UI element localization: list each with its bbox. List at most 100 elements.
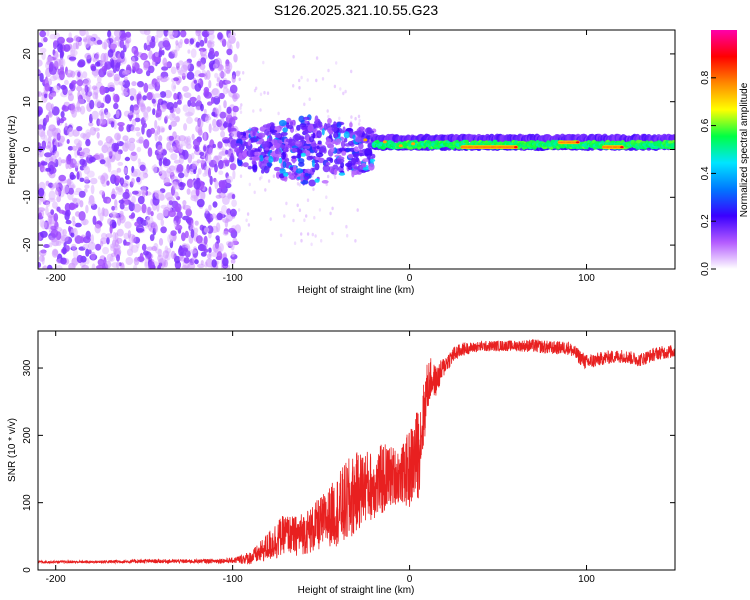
spectrogram-cell [84,52,92,60]
spectrogram-cell [189,96,197,103]
spectrogram-cell [154,119,158,129]
spectrogram-cell [38,262,42,268]
spectrogram-cell [232,169,236,180]
spectrogram-cell [194,144,200,152]
spectrogram-cell [163,30,169,37]
spectrogram-cell [242,71,245,75]
spectrogram-cell [173,77,180,82]
spectrogram-cell [274,133,282,139]
spectrogram-cell [175,107,181,115]
spectrogram-cell [283,172,289,177]
spectrogram-cell [105,260,112,269]
spectrogram-cell [342,91,345,96]
spectrogram-cell [237,208,241,212]
spectrogram-cell [65,209,71,217]
spectrogram-cell [116,228,124,237]
spectrogram-cell [202,172,207,177]
spectrogram-cell [40,161,48,166]
spectrogram-cell [231,251,235,257]
spectrogram-cell [38,128,46,138]
spectrogram-cell [215,235,220,241]
spectrogram-cell [291,155,298,159]
spectrogram-cell [350,115,353,119]
spectrogram-cell [116,57,121,63]
spectrogram-cell [168,124,172,131]
spectrogram-cell [239,146,244,154]
spectrogram-cell [254,148,261,153]
spectrogram-cell [262,124,271,128]
spectrogram-cell [136,228,145,233]
spectrogram-cell [103,209,107,216]
spectrogram-cell [110,243,117,249]
spectrogram-cell [45,201,50,208]
spectrogram-cell [73,190,80,196]
spectrogram-cell [76,149,80,156]
spectrogram-cell [162,40,170,48]
spectrogram-cell [80,236,84,244]
spectrogram-cell [87,90,93,96]
spectrogram-cell [197,118,204,129]
spectrogram-cell [200,251,207,257]
spectrogram-cell [193,169,197,175]
spectrogram-cell [131,56,136,67]
spectrogram-cell [183,123,188,131]
spectrogram-cell [85,204,89,214]
spectrogram-cell [83,188,88,193]
spectrogram-cell [58,174,66,182]
spectrogram-cell [186,71,195,81]
spectrogram-cell [72,158,77,164]
spectrogram-cell [85,129,91,139]
spectrogram-cell [268,134,273,142]
spectrogram-cell [371,153,376,159]
spectrogram-cell [117,185,123,193]
spectrogram-cell [336,122,342,128]
spectrogram-cell [204,72,208,80]
spectrogram-cell [208,80,212,89]
spectrogram-cell [351,171,355,178]
spectrogram-cell [111,205,116,211]
spectrogram-cell [108,87,115,92]
spectrogram-cell [212,243,220,253]
spectrogram-cell [671,143,675,147]
spectrogram-cell [60,257,67,265]
spectrogram-cell [131,177,135,185]
colorbar-tick-label: 0.2 [700,214,711,228]
spectrogram-cell [149,127,156,134]
colorbar-tick-label: 0.8 [700,70,711,84]
spectrogram-cell [158,50,163,58]
spectrogram-cell [231,130,238,138]
spectrogram-cell [85,30,89,37]
spectrogram-cell [211,111,216,117]
spectrogram-cell [38,255,45,262]
spectrogram-cell [168,135,174,141]
spectrogram-cell [209,175,213,186]
spectrogram-cell [137,94,142,100]
spectrogram-cell [253,190,256,195]
colorbar-ticks: 0.0 0.2 0.4 0.6 0.8 [700,70,716,276]
spectrogram-cell [46,30,50,37]
spectrogram-cell [119,177,125,185]
spectrogram-cell [90,251,96,261]
spectrogram-cell [139,171,146,181]
spectrogram-cell [267,151,271,158]
spectrogram-cell [73,35,80,42]
spectrogram-cell [247,165,253,170]
spectrogram-cell [100,52,107,63]
spectrogram-cell [58,209,65,214]
spectrogram-cell [124,156,131,162]
spectrogram-cell [38,42,43,48]
spectrogram-cell [279,233,283,238]
spectrogram-cell [264,147,270,151]
spectrogram-cell [226,48,233,56]
spectrogram-cell [39,72,44,83]
spectrogram-cell [99,159,106,165]
spectrogram-cell [134,127,141,132]
spectrogram-cell [114,36,121,41]
spectrogram-cell [38,70,42,75]
spectrogram-cell [71,80,77,85]
snr-panel: -200 -100 0 100 0 100 200 300 Height of straigh… [7,330,676,596]
spectrogram-cell [218,71,226,78]
spectrogram-cell [55,265,63,269]
spectrogram-cell [222,86,229,95]
spectrogram-cell [308,97,311,101]
